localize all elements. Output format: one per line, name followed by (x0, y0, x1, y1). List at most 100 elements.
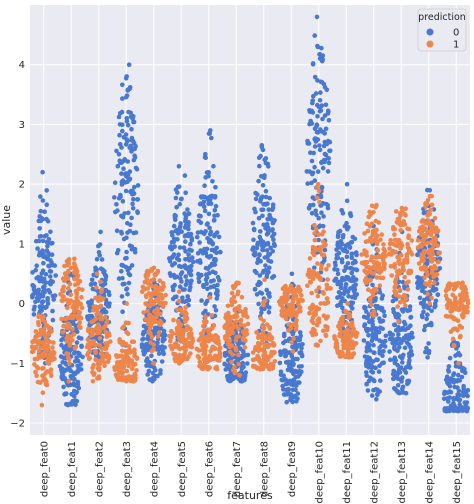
swarm-point-1 (387, 246, 392, 251)
swarm-point-1 (316, 247, 322, 252)
swarm-point-1 (364, 221, 370, 227)
swarm-point-0 (127, 145, 132, 151)
swarm-point-0 (369, 393, 375, 398)
swarm-point-0 (202, 183, 207, 188)
swarm-point-1 (362, 268, 367, 274)
swarm-point-1 (378, 275, 383, 281)
swarm-point-0 (121, 166, 126, 171)
swarm-point-1 (237, 373, 242, 378)
swarm-point-0 (196, 279, 202, 285)
swarm-point-1 (47, 369, 52, 375)
swarm-point-1 (103, 329, 108, 335)
swarm-point-0 (258, 229, 263, 234)
swarm-point-1 (176, 336, 181, 341)
swarm-point-0 (188, 281, 193, 286)
swarm-point-0 (52, 263, 58, 268)
swarm-point-0 (147, 377, 152, 382)
swarm-point-1 (267, 342, 273, 348)
swarm-point-1 (155, 270, 160, 275)
swarm-point-1 (293, 321, 299, 326)
swarm-point-1 (90, 332, 95, 338)
swarm-point-0 (127, 86, 133, 92)
swarm-point-0 (119, 229, 124, 235)
swarm-point-1 (121, 364, 127, 369)
swarm-point-0 (126, 109, 131, 115)
swarm-point-0 (39, 308, 44, 313)
swarm-point-1 (314, 195, 320, 201)
swarm-point-0 (421, 309, 426, 315)
swarm-point-1 (147, 303, 153, 309)
swarm-point-0 (334, 247, 339, 252)
swarm-point-1 (404, 254, 410, 260)
swarm-point-1 (206, 330, 212, 335)
swarm-point-0 (177, 263, 182, 269)
swarm-point-1 (457, 335, 463, 340)
swarm-point-1 (310, 326, 316, 332)
swarm-point-0 (252, 268, 258, 274)
swarm-point-1 (71, 331, 77, 337)
swarm-point-1 (425, 291, 430, 297)
swarm-point-1 (126, 374, 132, 379)
swarm-point-0 (344, 181, 350, 187)
swarm-point-1 (41, 365, 46, 371)
swarm-point-0 (408, 345, 413, 350)
swarm-point-0 (403, 370, 409, 375)
swarm-point-1 (202, 346, 207, 351)
swarm-point-1 (87, 355, 92, 361)
swarm-point-0 (284, 392, 290, 397)
swarm-point-1 (337, 352, 343, 358)
swarm-point-0 (251, 227, 257, 233)
swarm-point-1 (234, 335, 239, 340)
swarm-point-1 (67, 343, 73, 348)
x-axis-label: features (227, 489, 273, 502)
swarm-point-0 (272, 218, 277, 223)
swarm-point-0 (162, 337, 167, 342)
swarm-point-0 (245, 361, 250, 366)
swarm-point-1 (433, 225, 439, 231)
swarm-point-0 (250, 220, 256, 226)
swarm-point-1 (269, 351, 274, 356)
swarm-point-1 (369, 203, 375, 209)
swarm-point-1 (347, 311, 352, 317)
swarm-point-1 (378, 237, 383, 242)
swarm-point-0 (40, 294, 46, 299)
swarm-point-0 (114, 202, 119, 207)
swarm-point-1 (392, 232, 397, 237)
swarm-point-0 (197, 201, 203, 207)
swarm-point-0 (132, 184, 137, 190)
swarm-point-0 (190, 255, 195, 260)
swarm-point-0 (130, 192, 135, 197)
swarm-point-1 (261, 303, 266, 308)
swarm-point-0 (158, 368, 163, 373)
swarm-point-0 (415, 280, 420, 286)
swarm-point-1 (225, 320, 230, 325)
swarm-point-1 (203, 365, 209, 370)
swarm-point-0 (336, 290, 342, 295)
swarm-point-1 (340, 318, 346, 324)
swarm-point-0 (406, 362, 412, 367)
swarm-point-0 (393, 337, 398, 342)
swarm-point-0 (365, 355, 371, 360)
swarm-point-0 (40, 238, 46, 244)
swarm-point-1 (399, 299, 405, 304)
swarm-point-1 (256, 342, 262, 347)
swarm-point-0 (323, 102, 329, 108)
swarm-point-0 (119, 171, 124, 176)
swarm-point-1 (141, 310, 146, 315)
swarm-point-1 (32, 356, 38, 362)
swarm-point-0 (188, 241, 193, 247)
swarm-point-1 (65, 276, 71, 281)
swarm-point-0 (187, 271, 192, 276)
swarm-point-1 (310, 315, 316, 321)
swarm-point-1 (290, 297, 296, 302)
swarm-point-1 (450, 336, 456, 342)
swarm-point-0 (103, 277, 108, 283)
swarm-point-0 (402, 345, 408, 351)
swarm-point-0 (162, 345, 167, 350)
swarm-point-0 (80, 354, 85, 360)
x-tick-label: deep_feat13 (397, 441, 408, 503)
swarm-point-0 (263, 160, 269, 166)
swarm-point-1 (341, 345, 347, 351)
swarm-point-0 (255, 282, 260, 288)
swarm-point-0 (45, 253, 51, 259)
